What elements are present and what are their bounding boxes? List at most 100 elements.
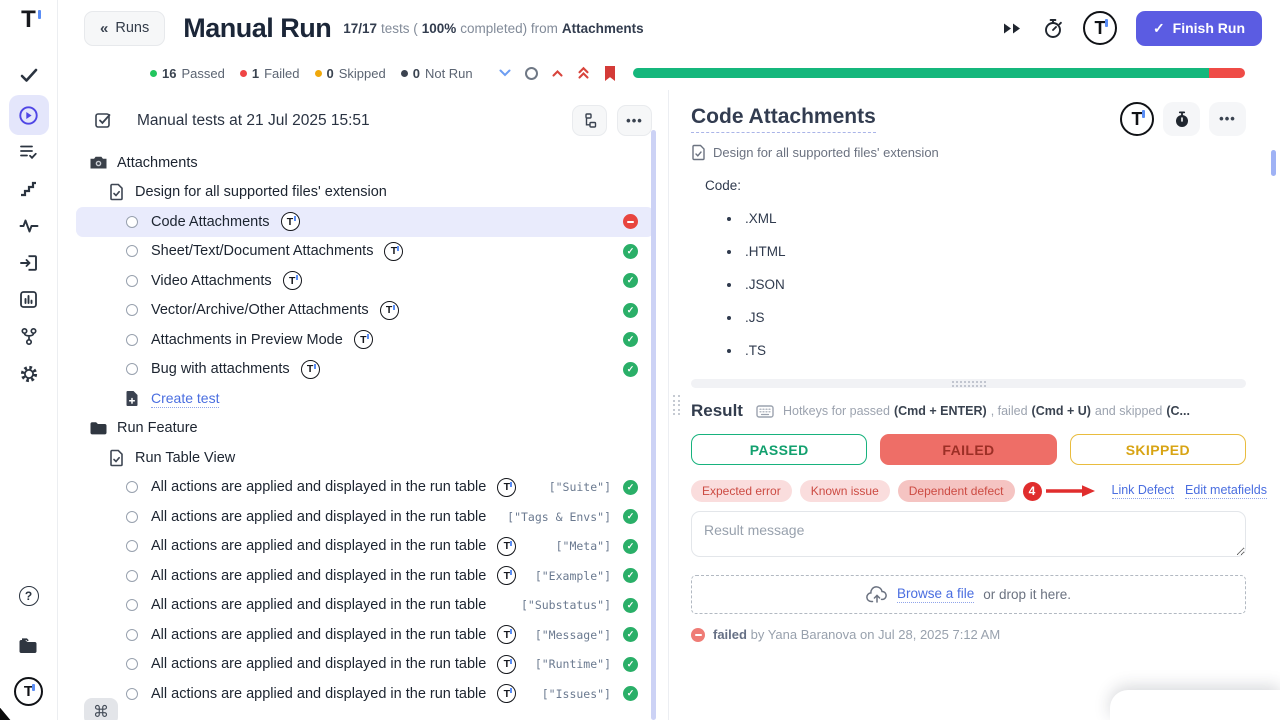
bookmark-icon[interactable] (603, 65, 617, 82)
tree-item-label[interactable]: Create test (151, 389, 220, 408)
circle-marker-icon[interactable] (524, 66, 538, 80)
tree-test-run-table-suite[interactable]: All actions are applied and displayed in… (76, 473, 654, 503)
tree-item-label: Vector/Archive/Other Attachments (151, 302, 369, 319)
double-caret-up-icon[interactable] (577, 66, 590, 80)
fast-forward-icon[interactable] (1002, 22, 1023, 35)
browse-file-link[interactable]: Browse a file (896, 586, 975, 603)
tree-test-video[interactable]: Video Attachments T ✓ (76, 266, 654, 296)
rail-gear-icon[interactable] (9, 355, 49, 392)
tag-expected-error[interactable]: Expected error (691, 480, 792, 502)
left-nav-rail: T ? T (0, 0, 58, 720)
result-message-input[interactable] (691, 511, 1246, 557)
tree-test-vector-archive-other[interactable]: Vector/Archive/Other Attachments T ✓ (76, 296, 654, 326)
test-circle-icon (122, 481, 142, 494)
skipped-button[interactable]: SKIPPED (1069, 434, 1246, 465)
testomat-logo-icon: T (497, 566, 517, 586)
command-shortcut-badge[interactable]: ⌘ (84, 698, 118, 720)
detail-scrollbar[interactable] (1271, 150, 1276, 176)
tree-test-run-table-message[interactable]: All actions are applied and displayed in… (76, 620, 654, 650)
file-upload-dropzone[interactable]: Browse a file or drop it here. (691, 575, 1246, 614)
tree-doc-run-table-view[interactable]: Run Table View (76, 443, 654, 473)
test-circle-icon (122, 215, 142, 228)
tree-test-sheet-text-document[interactable]: Sheet/Text/Document Attachments T ✓ (76, 237, 654, 267)
tree-test-run-table-substatus[interactable]: All actions are applied and displayed in… (76, 591, 654, 621)
tree-test-preview-mode[interactable]: Attachments in Preview Mode T ✓ (76, 325, 654, 355)
run-status-bar: 16 Passed 1 Failed 0 Skipped 0 Not Run (58, 56, 1280, 90)
help-icon[interactable]: ? (9, 577, 49, 614)
tree-item-label: All actions are applied and displayed in… (151, 626, 487, 643)
test-tree: Attachments Design for all supported file… (58, 148, 668, 720)
passed-status-icon: ✓ (623, 273, 638, 289)
rail-branch-icon[interactable] (9, 318, 49, 355)
test-tag-badge: ["Tags & Envs"] (507, 509, 611, 524)
passed-status-icon: ✓ (623, 332, 638, 348)
test-circle-icon (122, 569, 142, 582)
checklist-icon (94, 111, 113, 130)
tree-scrollbar[interactable] (651, 130, 656, 720)
tree-test-code-attachments[interactable]: Code Attachments T (76, 207, 654, 237)
passed-button[interactable]: PASSED (691, 434, 868, 465)
test-circle-icon (122, 304, 142, 317)
keyboard-icon (756, 404, 774, 418)
test-tag-badge: ["Meta"] (555, 539, 611, 554)
timer-icon[interactable] (1042, 17, 1064, 40)
chevron-down-icon[interactable] (498, 68, 512, 78)
code-extension-item: .TS (727, 334, 1246, 367)
assignee-logo[interactable]: T (1120, 102, 1154, 136)
rail-pulse-icon[interactable] (9, 207, 49, 244)
breadcrumb[interactable]: Design for all supported files' extensio… (691, 144, 1246, 161)
tree-folder-run-feature[interactable]: Run Feature (76, 414, 654, 444)
failed-button[interactable]: FAILED (880, 434, 1057, 465)
code-extension-item: .JSON (727, 268, 1246, 301)
tree-view-toggle-button[interactable] (572, 105, 607, 136)
workspace-logo[interactable]: T (14, 677, 43, 706)
detail-more-button[interactable]: ••• (1209, 102, 1246, 136)
projects-folder-icon[interactable] (9, 627, 49, 664)
tree-more-button[interactable]: ••• (617, 105, 652, 136)
code-label: Code: (705, 178, 742, 193)
tree-doc-design[interactable]: Design for all supported files' extensio… (76, 178, 654, 208)
rail-analytics-icon[interactable] (9, 281, 49, 318)
chevrons-left-icon: « (100, 19, 109, 37)
testomat-logo-icon: T (497, 536, 517, 556)
rail-run-play-icon[interactable] (8, 95, 49, 135)
code-extension-item: .HTML (727, 235, 1246, 268)
tag-dependent-defect[interactable]: Dependent defect (897, 480, 1015, 502)
code-extension-item: .XML (727, 202, 1246, 235)
passed-status-icon: ✓ (623, 627, 638, 643)
rail-list-check-icon[interactable] (9, 133, 49, 170)
camera-icon (88, 155, 108, 170)
timer-button[interactable] (1163, 102, 1200, 136)
result-resize-divider[interactable] (691, 379, 1246, 388)
testomat-logo-icon: T (497, 625, 517, 645)
tree-test-run-table-example[interactable]: All actions are applied and displayed in… (76, 561, 654, 591)
tree-suite-attachments[interactable]: Attachments (76, 148, 654, 178)
topbar: « Runs Manual Run 17/17 tests ( 100% com… (58, 0, 1280, 56)
tree-test-bug-with-attachments[interactable]: Bug with attachments T ✓ (76, 355, 654, 385)
back-to-runs-button[interactable]: « Runs (84, 10, 166, 46)
status-detail: by Yana Baranova on Jul 28, 2025 7:12 AM (750, 627, 1001, 642)
tree-test-run-table-issues[interactable]: All actions are applied and displayed in… (76, 679, 654, 709)
caret-up-icon[interactable] (551, 69, 564, 78)
testomat-logo-icon: T (280, 212, 300, 232)
rail-import-icon[interactable] (9, 244, 49, 281)
rail-steps-icon[interactable] (9, 170, 49, 207)
testomat-logo-icon: T (384, 241, 404, 261)
tree-test-run-table-meta[interactable]: All actions are applied and displayed in… (76, 532, 654, 562)
annotation-arrow-icon (1044, 484, 1096, 498)
test-circle-icon (122, 245, 142, 258)
test-title[interactable]: Code Attachments (691, 105, 876, 133)
finish-run-button[interactable]: ✓ Finish Run (1135, 10, 1262, 46)
rail-check-icon[interactable] (9, 56, 49, 93)
brand-logo[interactable]: T (21, 8, 41, 32)
tag-known-issue[interactable]: Known issue (799, 480, 890, 502)
tree-item-label: Attachments (117, 154, 198, 171)
user-avatar-logo[interactable]: T (1082, 11, 1117, 45)
panel-resize-divider[interactable] (668, 90, 681, 720)
tree-create-test-link[interactable]: Create test (76, 384, 654, 414)
passed-status-icon: ✓ (623, 597, 638, 613)
tree-test-run-table-runtime[interactable]: All actions are applied and displayed in… (76, 650, 654, 680)
link-defect-link[interactable]: Link Defect (1111, 483, 1175, 499)
edit-metafields-link[interactable]: Edit metafields (1185, 483, 1268, 499)
tree-test-run-table-tags-envs[interactable]: All actions are applied and displayed in… (76, 502, 654, 532)
